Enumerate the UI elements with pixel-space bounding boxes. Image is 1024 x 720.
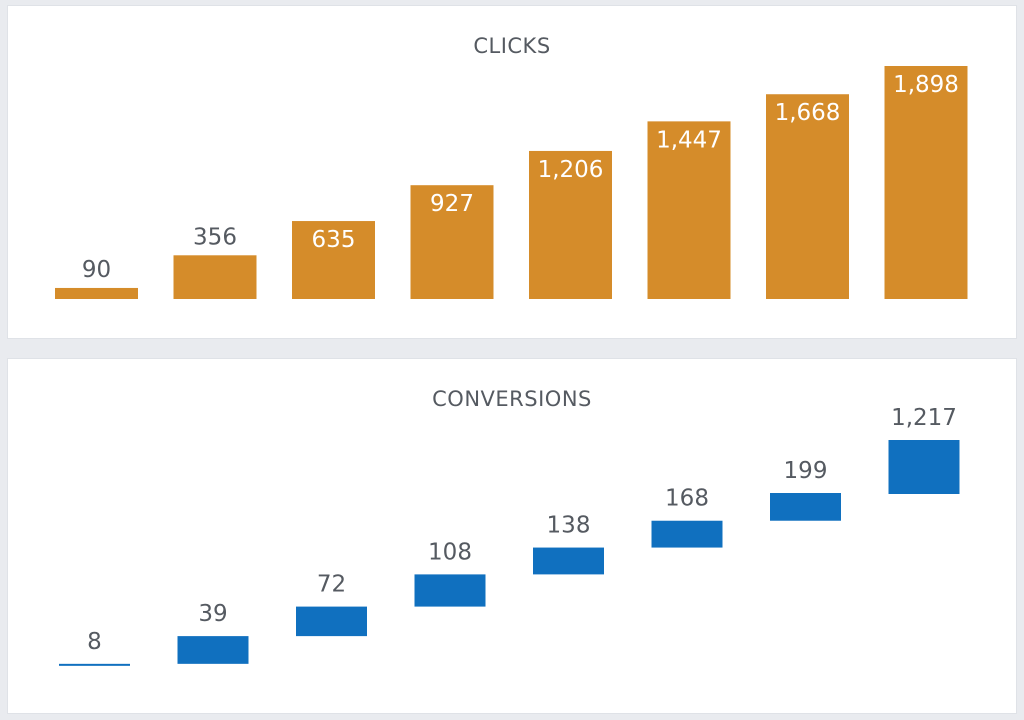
conversions-title: CONVERSIONS	[432, 387, 592, 411]
conversions-data-label: 108	[428, 539, 472, 565]
conversions-chart: 8 39 72 108 138 168 199 1,217	[59, 405, 960, 666]
clicks-title: CLICKS	[473, 34, 551, 58]
clicks-bar	[292, 221, 375, 299]
clicks-data-label: 635	[312, 227, 356, 253]
clicks-bar	[410, 185, 494, 299]
clicks-bar	[766, 94, 849, 299]
conversions-data-label: 199	[784, 458, 828, 484]
clicks-data-label: 90	[82, 257, 111, 283]
clicks-chart: 90 356 635 927 1,206 1,447 1,668 1,898	[55, 66, 968, 300]
conversions-bar	[177, 636, 249, 664]
conversions-data-label: 138	[547, 513, 591, 539]
clicks-bar	[647, 121, 731, 300]
conversions-data-label: 39	[198, 601, 227, 627]
clicks-panel: CLICKS 90 356 635 927 1,206 1,447 1,668 1,898	[8, 6, 1016, 338]
clicks-data-label: 1,206	[538, 157, 604, 183]
clicks-bar	[55, 287, 138, 299]
conversions-data-label: 168	[665, 486, 709, 512]
conversions-bar	[59, 663, 130, 666]
clicks-bar	[173, 255, 257, 299]
clicks-data-label: 356	[193, 224, 237, 250]
clicks-bar	[884, 66, 968, 299]
conversions-bar	[888, 440, 960, 494]
clicks-bar	[529, 150, 612, 299]
conversions-panel: CONVERSIONS 8 39 72 108 138 168 199 1,217	[8, 359, 1016, 713]
clicks-data-label: 927	[430, 191, 474, 217]
conversions-bar	[770, 493, 841, 521]
clicks-data-label: 1,668	[775, 100, 841, 126]
conversions-data-label: 72	[317, 572, 346, 598]
conversions-bar	[296, 606, 367, 637]
conversions-bar	[414, 574, 486, 607]
clicks-data-label: 1,898	[893, 72, 959, 98]
conversions-bar	[533, 547, 604, 575]
conversions-data-label: 8	[87, 629, 102, 655]
clicks-data-label: 1,447	[656, 127, 722, 153]
conversions-bar	[651, 520, 723, 548]
conversions-data-label: 1,217	[891, 405, 957, 431]
